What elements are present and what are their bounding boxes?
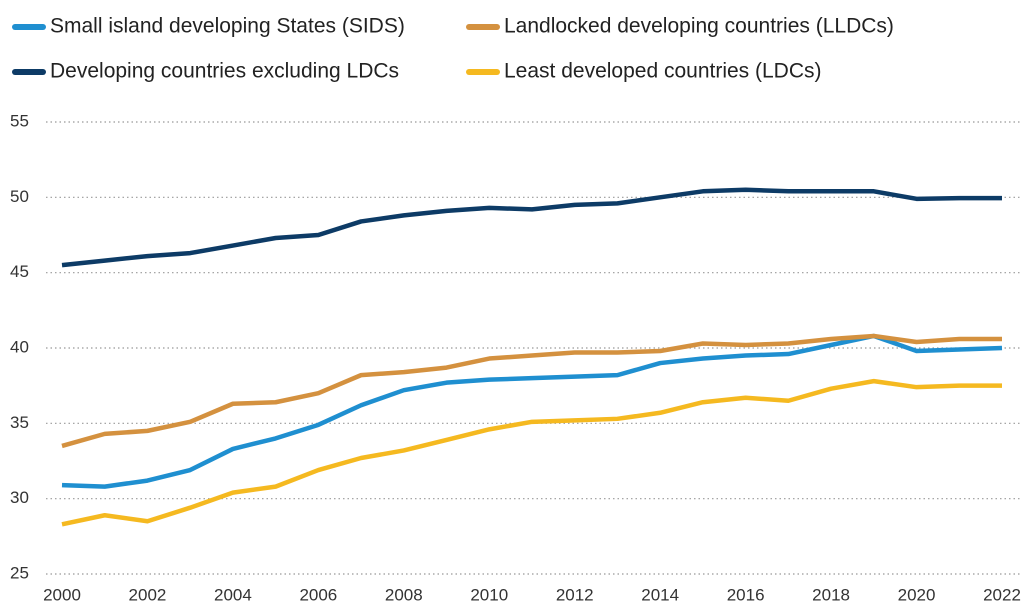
y-tick-label: 55 bbox=[10, 111, 29, 130]
x-tick-label: 2006 bbox=[299, 585, 337, 604]
y-tick-label: 45 bbox=[10, 262, 29, 281]
y-tick-label: 35 bbox=[10, 413, 29, 432]
x-tick-label: 2000 bbox=[43, 585, 81, 604]
series-line bbox=[61, 187, 1002, 268]
x-tick-label: 2002 bbox=[129, 585, 167, 604]
legend-label: Least developed countries (LDCs) bbox=[504, 60, 822, 83]
legend-label: Landlocked developing countries (LLDCs) bbox=[504, 15, 894, 38]
series-line bbox=[61, 333, 1002, 449]
legend-label: Small island developing States (SIDS) bbox=[50, 15, 405, 38]
series-line bbox=[61, 378, 1002, 527]
x-tick-label: 2020 bbox=[898, 585, 936, 604]
y-tick-label: 30 bbox=[10, 488, 29, 507]
series-line bbox=[61, 333, 1003, 489]
x-tick-label: 2022 bbox=[983, 585, 1021, 604]
legend-label: Developing countries excluding LDCs bbox=[50, 60, 399, 83]
x-tick-label: 2010 bbox=[470, 585, 508, 604]
y-tick-label: 25 bbox=[10, 563, 29, 582]
x-tick-label: 2016 bbox=[727, 585, 765, 604]
x-tick-label: 2018 bbox=[812, 585, 850, 604]
x-tick-label: 2008 bbox=[385, 585, 423, 604]
x-tick-label: 2004 bbox=[214, 585, 252, 604]
x-tick-label: 2012 bbox=[556, 585, 594, 604]
y-tick-label: 40 bbox=[10, 337, 29, 356]
y-tick-label: 50 bbox=[10, 187, 29, 206]
x-tick-label: 2014 bbox=[641, 585, 679, 604]
